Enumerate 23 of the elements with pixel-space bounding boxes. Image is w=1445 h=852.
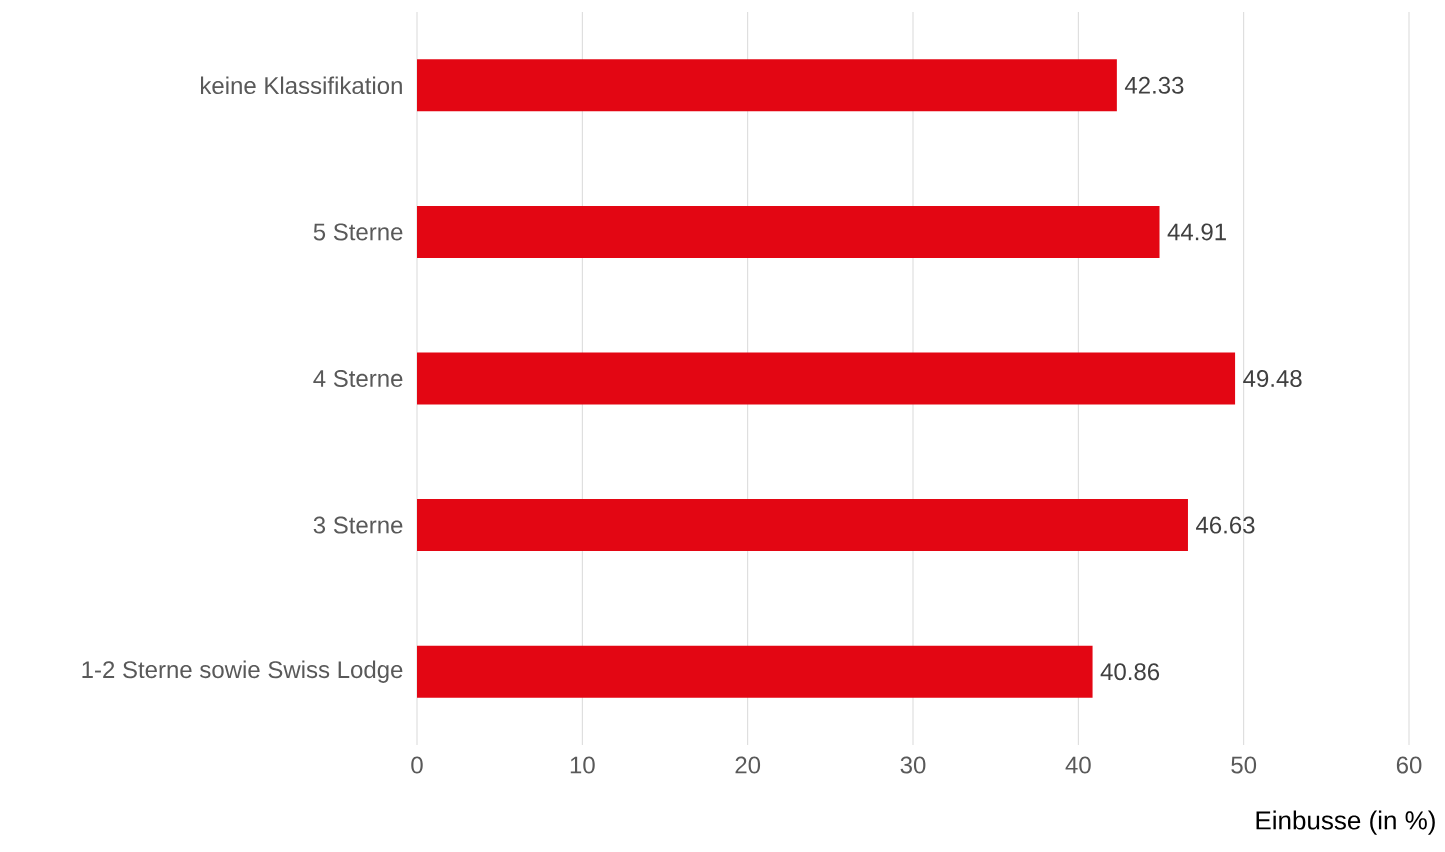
bar	[417, 352, 1236, 405]
x-tick-label: 50	[1231, 756, 1257, 774]
x-tick-label: 40	[1065, 756, 1091, 774]
x-axis-title: Einbusse (in %)	[1256, 810, 1435, 835]
bar	[417, 499, 1188, 552]
data-label: 42.33	[1124, 76, 1184, 94]
x-tick-label: 10	[570, 756, 595, 774]
x-tick-label: 20	[735, 756, 761, 774]
data-label: 46.63	[1196, 516, 1255, 534]
bar	[417, 59, 1117, 112]
data-label: 44.91	[1167, 223, 1226, 241]
y-tick-label: 1-2 Sterne sowie Swiss Lodge	[82, 660, 403, 683]
y-tick-label: 4 Sterne	[313, 370, 403, 387]
data-label: 49.48	[1243, 370, 1302, 387]
y-tick-label: 3 Sterne	[313, 516, 403, 534]
x-tick-label: 0	[411, 756, 423, 774]
bar	[417, 645, 1093, 698]
y-tick-label: keine Klassifikation	[201, 76, 402, 95]
x-tick-label: 30	[900, 756, 926, 774]
bar	[417, 205, 1160, 258]
x-tick-label: 60	[1396, 756, 1422, 774]
data-label: 40.86	[1100, 663, 1160, 681]
y-tick-label: 5 Sterne	[313, 223, 403, 241]
